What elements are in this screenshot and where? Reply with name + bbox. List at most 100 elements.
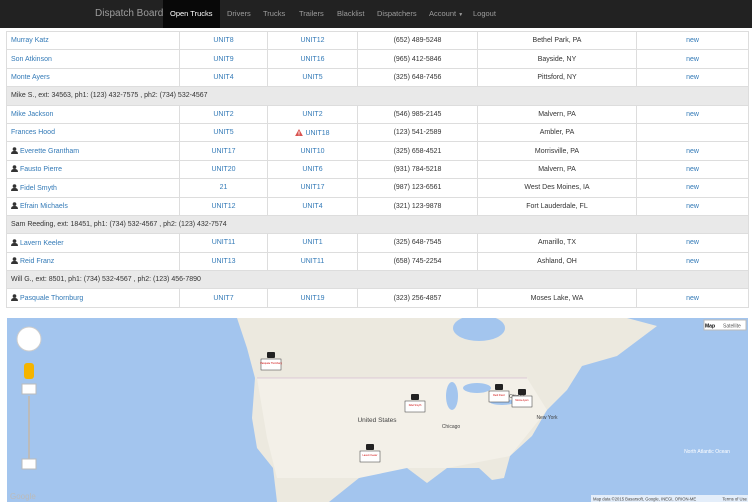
truck-link[interactable]: UNIT4	[213, 73, 234, 81]
marker-label[interactable]: Reid Franz	[493, 394, 505, 397]
truck-link[interactable]: UNIT2	[213, 110, 234, 118]
truck-marker[interactable]	[518, 389, 526, 395]
truck-marker[interactable]	[411, 394, 419, 400]
driver-link[interactable]: Reid Franz	[20, 258, 55, 266]
driver-link[interactable]: Lavern Keeler	[20, 239, 64, 247]
status-link[interactable]: new	[686, 184, 699, 192]
phone: (325) 648-7545	[357, 233, 478, 253]
truck-link[interactable]: UNIT12	[211, 202, 236, 210]
truck-marker[interactable]	[495, 384, 503, 390]
driver-link[interactable]: Frances Hood	[11, 129, 55, 137]
trailer-link[interactable]: UNIT2	[302, 110, 323, 118]
trailer-cell: UNIT19	[267, 288, 358, 308]
trailer-link[interactable]: UNIT18	[305, 129, 330, 137]
status-link[interactable]: new	[686, 257, 699, 265]
table-body: Murray Katz UNIT8 UNIT12 (652) 489-5248 Beth…	[6, 30, 749, 308]
driver-link[interactable]: Fidel Smyth	[20, 184, 57, 192]
trailer-link[interactable]: UNIT5	[302, 73, 323, 81]
truck-marker[interactable]	[366, 444, 374, 450]
brand[interactable]: Dispatch Board	[95, 8, 164, 19]
location: Bethel Park, PA	[477, 30, 637, 51]
marker-label[interactable]: Lavern Keeler	[363, 454, 378, 457]
nav-item[interactable]: Trucks	[263, 9, 286, 18]
truck-link[interactable]: UNIT20	[211, 165, 236, 173]
phone: (323) 256-4857	[357, 288, 478, 308]
nav-item[interactable]: Open Trucks	[163, 0, 220, 28]
trailer-link[interactable]: UNIT12	[300, 37, 325, 45]
driver-link[interactable]: Murray Katz	[11, 37, 49, 45]
status-cell: new	[636, 104, 749, 124]
user-icon	[11, 184, 18, 191]
status-link[interactable]: new	[686, 73, 699, 81]
driver-link[interactable]: Mike Jackson	[11, 110, 54, 118]
truck-cell: UNIT9	[179, 49, 268, 69]
marker-label[interactable]: Monte Ayers	[515, 399, 529, 402]
driver-link[interactable]: Everette Grantham	[20, 148, 80, 156]
location: Fort Lauderdale, FL	[477, 196, 637, 216]
status-cell: new	[636, 30, 749, 51]
nav-item[interactable]: Account ▼	[429, 9, 464, 18]
nav-item[interactable]: Trailers	[299, 9, 324, 18]
status-cell: new	[636, 233, 749, 253]
status-link[interactable]: new	[686, 147, 699, 155]
nav-item[interactable]: Drivers	[227, 9, 251, 18]
status-link[interactable]: new	[686, 294, 699, 302]
dispatcher-info: Will G., ext: 8501, ph1: (734) 532-4567 …	[6, 270, 749, 290]
trailer-link[interactable]: UNIT19	[300, 294, 325, 302]
status-link[interactable]: new	[686, 55, 699, 63]
trailer-link[interactable]: UNIT4	[302, 202, 323, 210]
driver-link[interactable]: Pasquale Thornburg	[20, 295, 84, 303]
pegman[interactable]	[24, 363, 34, 379]
terms-link[interactable]: Terms of Use	[722, 497, 747, 502]
marker-label[interactable]: Pasquale Thornburg	[260, 362, 282, 365]
status-link[interactable]: new	[686, 110, 699, 118]
driver-cell: Son Atkinson	[6, 49, 180, 69]
trailer-link[interactable]: UNIT10	[300, 147, 325, 155]
driver-cell: Murray Katz	[6, 30, 180, 51]
truck-marker[interactable]	[267, 352, 275, 358]
driver-cell: Monte Ayers	[6, 67, 180, 88]
truck-link[interactable]: UNIT13	[211, 257, 236, 265]
trailer-cell: UNIT1	[267, 233, 358, 253]
truck-link[interactable]: 21	[219, 184, 228, 192]
truck-link[interactable]: UNIT11	[211, 239, 236, 247]
nav-item[interactable]: Dispatchers	[377, 9, 417, 18]
zoom-in[interactable]	[21, 383, 37, 395]
truck-link[interactable]: UNIT5	[213, 129, 234, 137]
driver-cell: Reid Franz	[6, 251, 180, 272]
driver-cell: Fausto Pierre	[6, 159, 180, 180]
driver-link[interactable]: Son Atkinson	[11, 55, 52, 63]
driver-row: Mike Jackson UNIT2 UNIT2 (546) 985-2145 Malv…	[6, 104, 749, 124]
nav-item[interactable]: Blacklist	[337, 9, 365, 18]
map-type[interactable]: Satellite	[723, 324, 741, 330]
nav-item[interactable]: Logout	[473, 9, 496, 18]
dispatcher-row: Sam Reeding, ext: 18451, ph1: (734) 532-…	[6, 214, 749, 235]
truck-link[interactable]: UNIT17	[211, 147, 236, 155]
trailer-cell: UNIT12	[267, 30, 358, 51]
truck-link[interactable]: UNIT8	[213, 37, 234, 45]
driver-link[interactable]: Fausto Pierre	[20, 166, 63, 174]
trailer-link[interactable]: UNIT11	[300, 257, 325, 265]
trailer-link[interactable]: UNIT17	[300, 184, 325, 192]
marker-label[interactable]: Fidel Smyth	[409, 404, 422, 407]
zoom-out[interactable]	[21, 458, 37, 470]
trailer-link[interactable]: UNIT1	[302, 239, 323, 247]
truck-link[interactable]: UNIT9	[213, 55, 234, 63]
pan-control[interactable]	[16, 326, 42, 352]
driver-link[interactable]: Monte Ayers	[11, 73, 50, 81]
status-link[interactable]: new	[686, 202, 699, 210]
driver-link[interactable]: Efrain Michaels	[20, 203, 68, 211]
status-cell: new	[636, 67, 749, 88]
status-link[interactable]: new	[686, 37, 699, 45]
trailer-link[interactable]: UNIT6	[302, 165, 323, 173]
status-link[interactable]: new	[686, 165, 699, 173]
map-type[interactable]: Map	[705, 324, 715, 330]
status-link[interactable]: new	[686, 239, 699, 247]
driver-row: Fausto Pierre UNIT20 UNIT6 (931) 784-5218 Ma…	[6, 159, 749, 180]
trailer-link[interactable]: UNIT16	[300, 55, 325, 63]
truck-link[interactable]: UNIT7	[213, 294, 234, 302]
